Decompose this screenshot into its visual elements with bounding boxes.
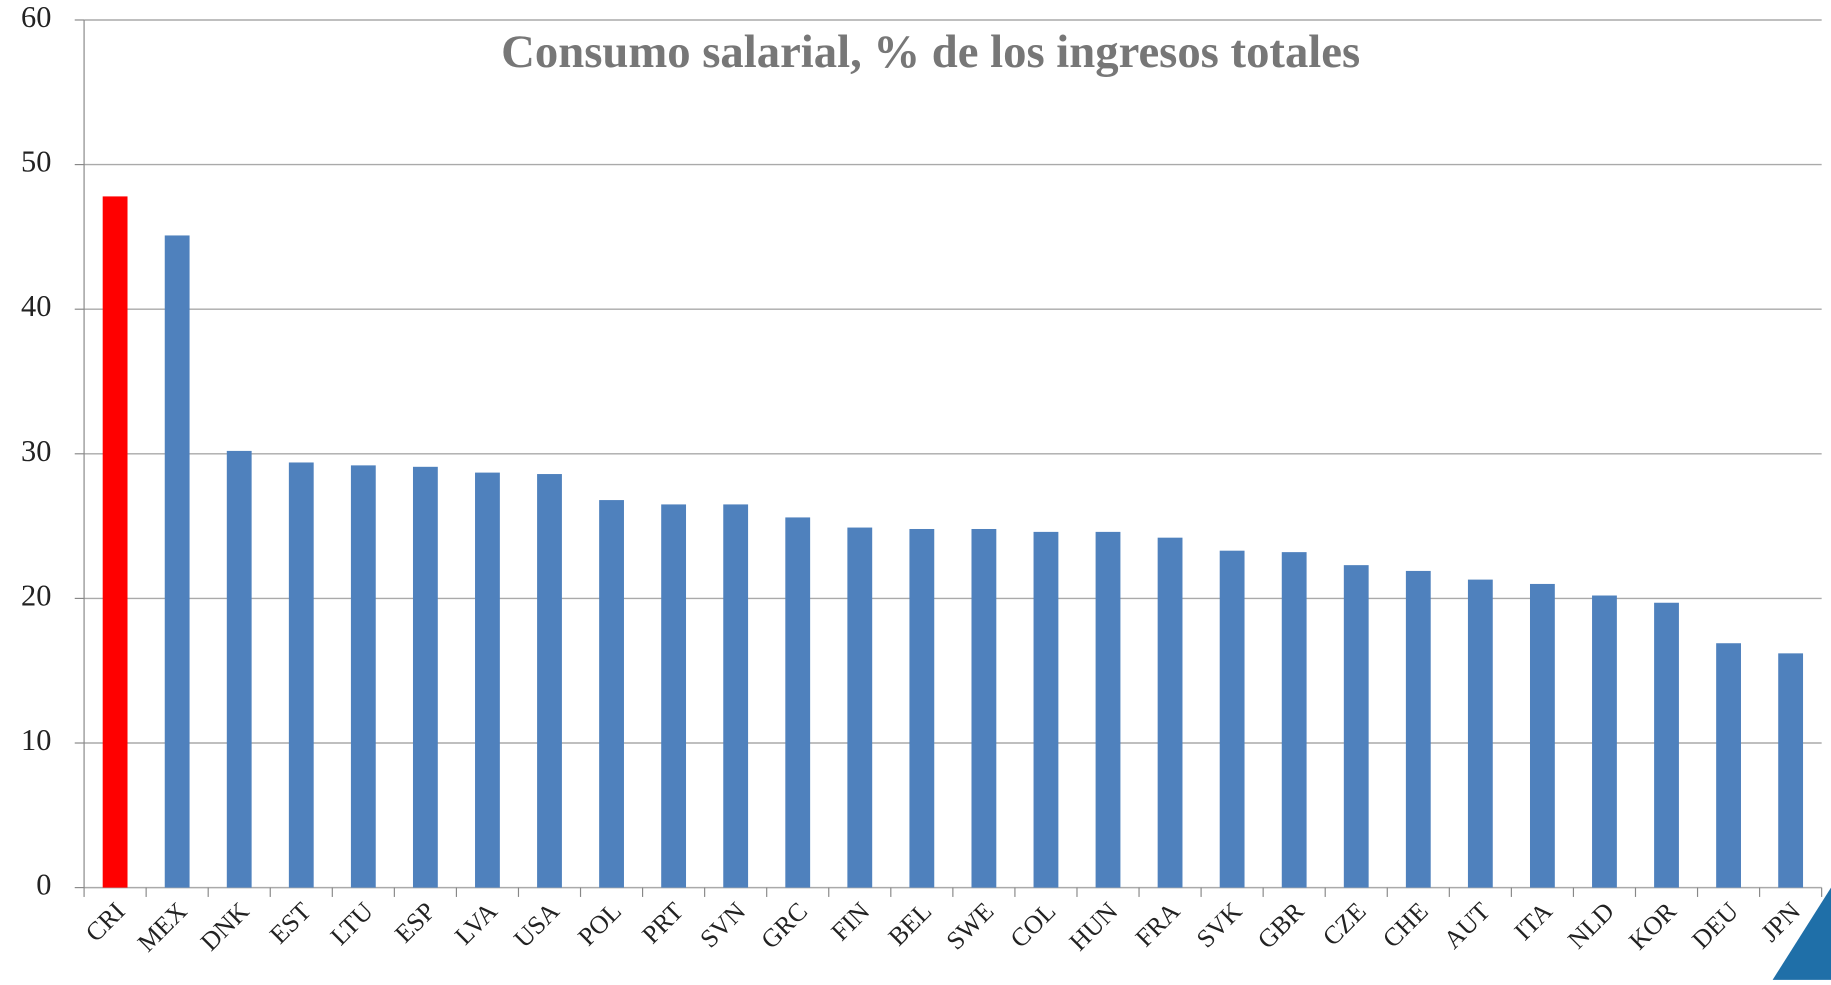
bar [599,500,624,888]
x-tick-label: SVN [694,897,751,954]
bar [1157,537,1183,888]
x-tick-label: PRT [636,896,689,949]
bar [102,196,128,888]
y-tick-label: 50 [21,145,51,179]
bar [288,462,314,888]
bar [350,465,376,888]
bar [909,528,935,888]
bar [1281,552,1307,888]
bar [1033,531,1059,888]
x-tick-label: EST [264,896,317,949]
x-tick-label: LTU [325,896,379,950]
bar [1095,531,1121,888]
x-tick-label: DNK [195,896,255,956]
bar [1716,643,1741,888]
x-tick-label: NLD [1562,897,1620,955]
y-tick-label: 10 [21,723,51,757]
x-tick-label: SVK [1191,896,1248,953]
x-tick-label: FRA [1130,896,1186,952]
x-tick-label: DEU [1686,896,1744,954]
bar [412,466,438,888]
bar [1343,565,1369,888]
x-tick-label: GRC [755,897,813,955]
x-tick-label: MEX [132,896,193,957]
x-tick-label: HUN [1064,897,1124,957]
chart-title: Consumo salarial, % de los ingresos tota… [501,26,1360,78]
x-tick-label: FIN [825,897,875,947]
bar [785,517,811,888]
y-tick-label: 60 [21,0,51,34]
bar [1467,579,1493,888]
y-tick-label: 40 [21,289,51,323]
bar [1654,602,1679,888]
x-tick-label: KOR [1623,896,1682,955]
y-tick-label: 20 [21,578,51,612]
bar [1405,570,1431,888]
bar [537,474,562,888]
y-tick-label: 30 [21,434,51,468]
bar [723,504,749,888]
x-tick-label: COL [1005,897,1062,954]
corner-decoration [1772,887,1831,980]
bar [164,235,190,888]
x-tick-label: GBR [1252,896,1310,954]
bar [1778,653,1804,888]
x-tick-label: CZE [1317,897,1372,952]
bar [971,528,997,888]
bar [1529,583,1555,888]
x-tick-label: POL [572,897,627,952]
bar [226,450,252,888]
x-tick-label: ITA [1508,896,1558,946]
x-tick-label: BEL [882,897,937,952]
x-tick-label: AUT [1438,896,1496,954]
bar [1592,595,1617,888]
x-tick-label: LVA [449,896,503,950]
bar [475,472,500,888]
x-tick-label: CHE [1377,897,1434,954]
x-tick-label: SWE [940,897,999,956]
bar [661,504,687,888]
x-tick-label: USA [508,896,565,953]
x-tick-label: CRI [80,897,131,948]
y-tick-label: 0 [36,868,51,902]
x-tick-label: ESP [389,897,441,949]
bar [847,527,873,888]
bar [1219,550,1245,888]
